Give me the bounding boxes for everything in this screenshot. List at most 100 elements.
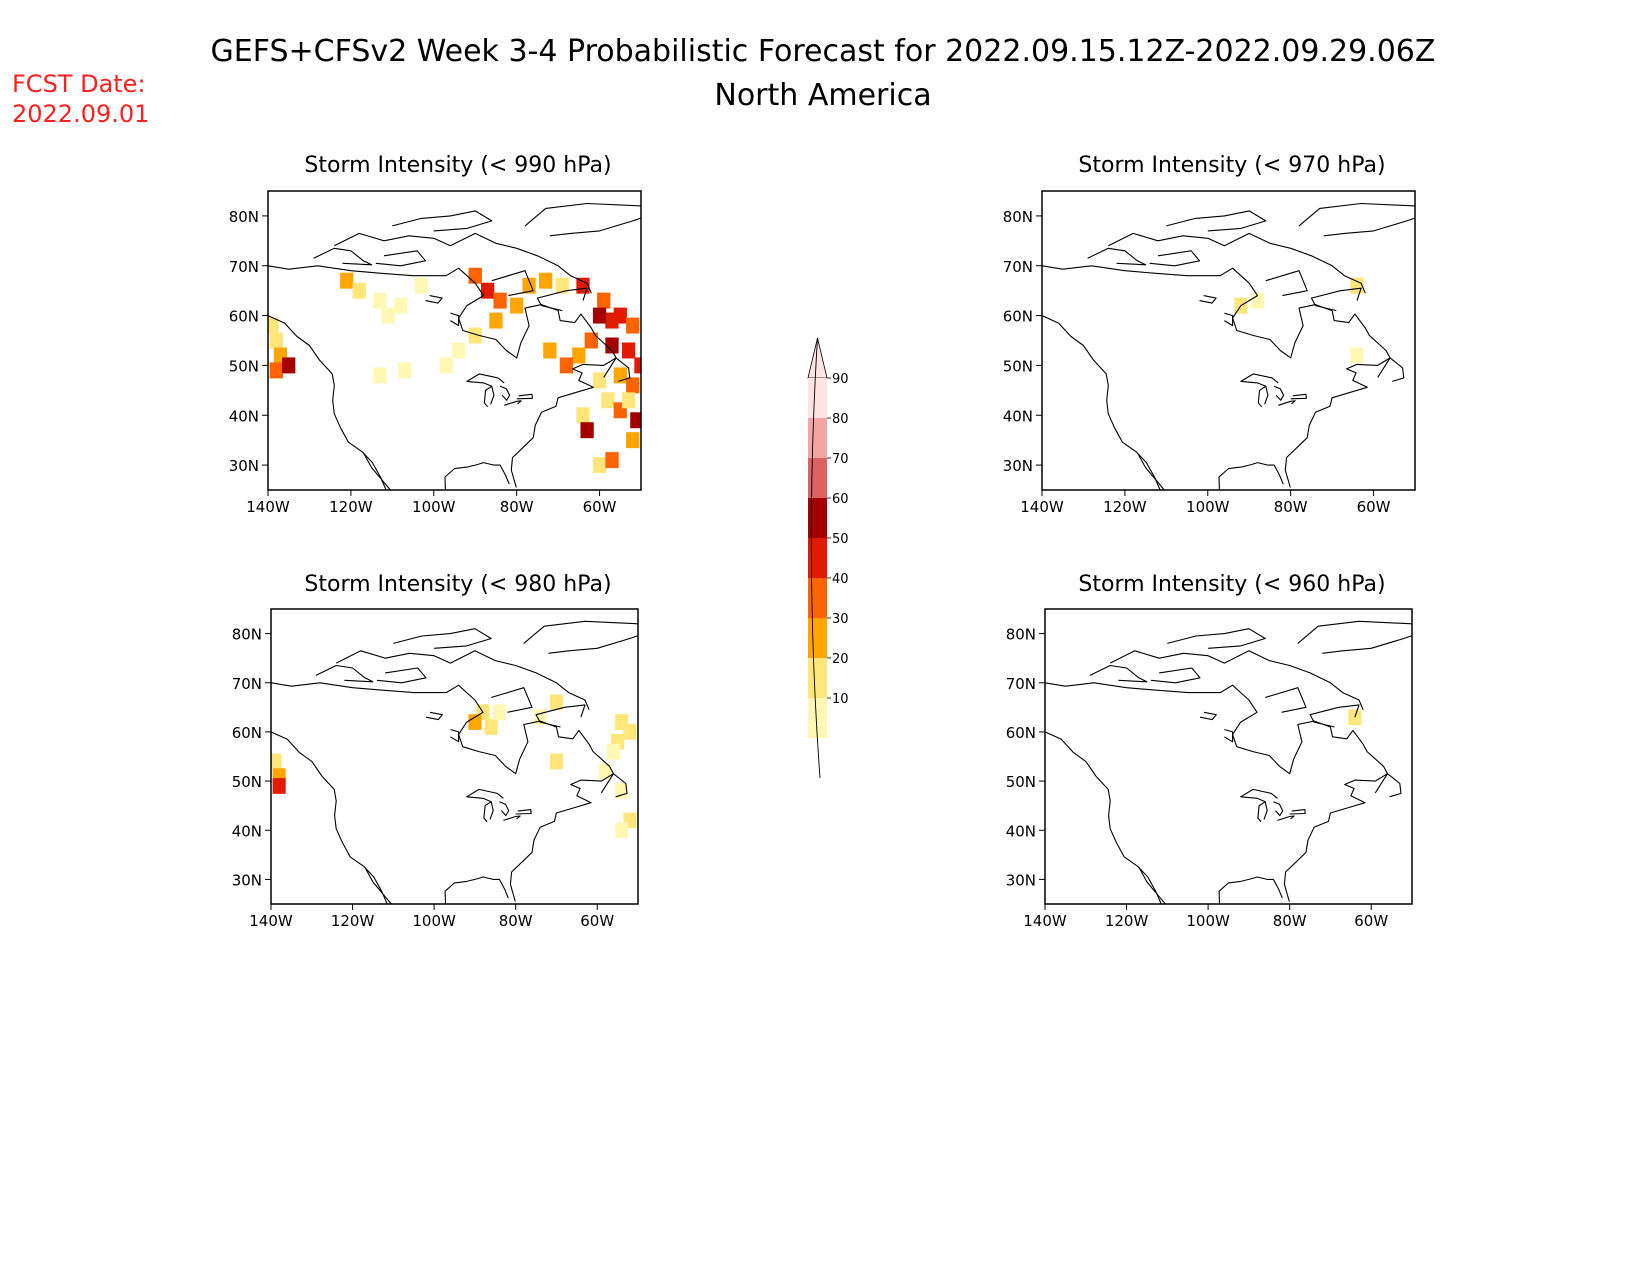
coastline [1297,620,1412,654]
lon-tick-label: 140W [1020,498,1064,516]
coastline [1199,295,1217,304]
lat-tick-label: 60N [229,308,259,326]
map-area [1045,620,1412,904]
lon-tick-label: 60W [583,498,617,516]
probability-cell [539,272,553,289]
colorbar-label: 20 [832,652,849,667]
lat-tick-label: 50N [1003,357,1033,375]
panel-980: Storm Intensity (< 980 hPa) 80N 70N 60N 50N… [232,572,639,930]
lon-tick-label: 80W [500,498,534,516]
coastline [425,711,443,721]
probability-cell [393,297,408,314]
coastline [1218,876,1283,904]
coastline [392,210,493,232]
lat-tick-label: 30N [232,871,262,889]
coastline [1108,232,1366,294]
probability-cell [555,277,569,294]
lon-tick-label: 80W [1273,912,1307,930]
coastline [313,247,373,266]
coastline [536,287,588,312]
lat-tick-label: 50N [229,357,259,375]
coastline [1109,650,1364,711]
lat-tick-label: 50N [1006,773,1036,791]
probability-cell [615,783,629,799]
coastline [466,788,504,803]
probability-cell [269,332,283,349]
lat-tick-label: 60N [232,724,262,742]
coastline [1087,247,1147,266]
coastline [1218,462,1284,490]
panel-960: Storm Intensity (< 960 hPa) 80N 70N 60N 50N… [1006,572,1413,930]
colorbar-swatch [808,618,827,658]
lon-tick-label: 120W [1103,498,1147,516]
colorbar-swatch [808,418,827,458]
coastline [1042,265,1391,488]
coastline [450,728,460,743]
lat-tick-label: 70N [1003,258,1033,276]
lon-tick-label: 100W [412,498,456,516]
probability-cell [414,277,428,294]
probability-cell [592,372,607,389]
coastline [1138,866,1166,904]
coastline [483,385,495,408]
probability-cell [381,307,395,324]
panel-970: Storm Intensity (< 970 hPa) 80N 70N 60N 50N… [1003,153,1416,516]
coastline [271,731,388,904]
colorbar-swatch [808,378,827,418]
probability-cell [634,357,641,374]
probability-cell [626,377,640,394]
coastline [483,801,494,823]
colorbar-swatch [808,698,827,738]
coastline [1136,452,1165,490]
lon-tick-label: 140W [1023,912,1067,930]
lon-tick-label: 80W [499,912,533,930]
coastline [491,687,533,713]
coastline [1149,250,1201,267]
probability-cell [1250,292,1265,309]
fcst-label: FCST Date: [12,70,146,98]
colorbar-swatch [808,458,827,498]
probability-cell [282,357,296,374]
lon-tick-label: 60W [1354,912,1388,930]
probability-cell [626,317,640,334]
probability-cell [510,297,524,314]
coastline [491,270,534,297]
colorbar-swatch [808,578,827,618]
probability-cell [605,312,619,329]
lat-tick-label: 60N [1003,308,1033,326]
coastline [1265,270,1308,297]
colorbar-label: 30 [832,612,849,627]
lat-tick-label: 40N [232,822,262,840]
coastline [1277,815,1295,821]
panel-title: Storm Intensity (< 960 hPa) [1078,572,1385,597]
probability-cell [489,312,503,329]
colorbar-edge [810,337,821,779]
lat-tick-label: 80N [1006,626,1036,644]
probability-cell [592,307,607,324]
coastline [600,773,628,798]
coastline [375,250,427,267]
coastline [393,628,492,649]
probability-cell [439,357,453,374]
probability-cell [269,362,283,379]
fcst-date: 2022.09.01 [12,100,149,128]
probability-cell [615,822,629,839]
coastline [268,265,617,488]
probability-cell [601,392,615,409]
coastline [1298,202,1415,237]
coastline [1290,393,1307,400]
coastline [603,357,631,382]
coastline [1377,357,1405,382]
coastline [444,462,510,490]
probability-cell [543,342,557,359]
lat-tick-label: 30N [1006,871,1036,889]
lon-tick-label: 100W [1186,498,1230,516]
coastline [516,393,533,400]
probability-cell [605,452,619,469]
coastline [444,876,509,904]
probability-cell [592,457,607,474]
colorbar-swatch [808,538,827,578]
coastline [1089,664,1148,683]
colorbar-label: 60 [832,492,849,507]
coastline [271,682,615,902]
